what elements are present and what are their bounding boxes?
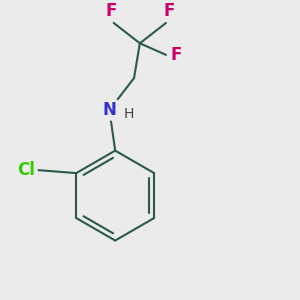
- Text: F: F: [105, 2, 116, 20]
- Text: F: F: [163, 2, 175, 20]
- Text: Cl: Cl: [17, 161, 35, 179]
- Text: H: H: [123, 107, 134, 121]
- Text: F: F: [170, 46, 182, 64]
- Text: N: N: [103, 101, 116, 119]
